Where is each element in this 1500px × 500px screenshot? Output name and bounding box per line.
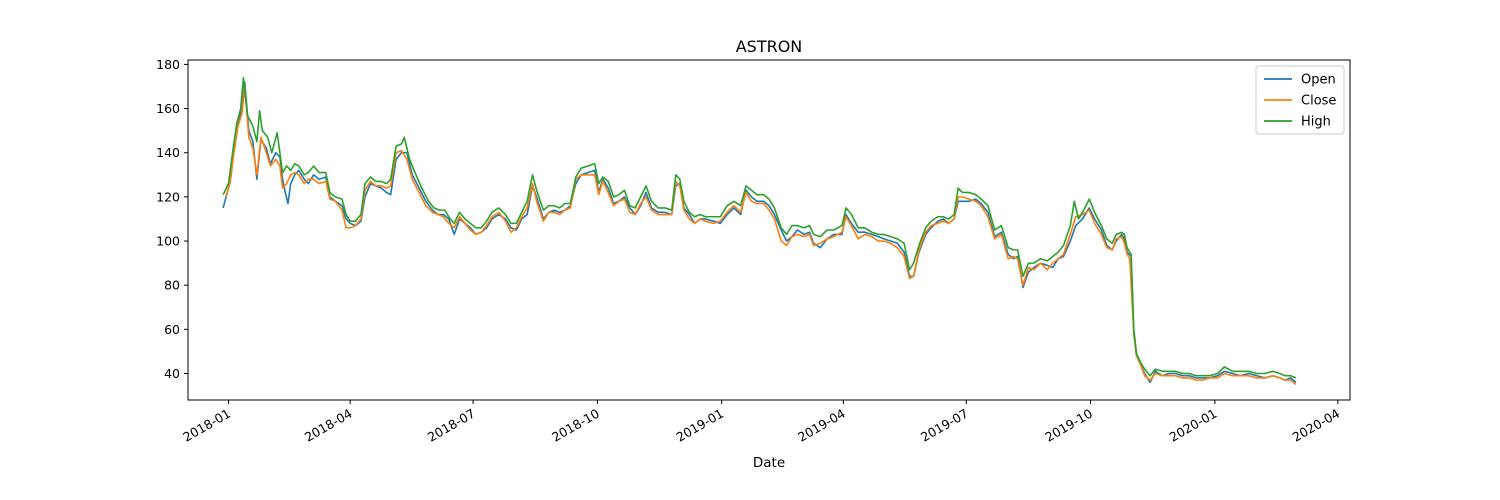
y-tick-label: 60 (164, 322, 180, 337)
x-tick-label: 2018-04 (302, 406, 355, 445)
chart-title: ASTRON (736, 37, 803, 56)
y-tick-label: 100 (156, 234, 180, 249)
y-tick-label: 80 (164, 278, 180, 293)
legend-box (1255, 65, 1345, 135)
x-axis: 2018-01 2018-04 2018-07 2018-10 2019-01 2019-… (180, 400, 1342, 445)
series-line-high (222, 76, 1297, 379)
legend: Open Close High (1255, 65, 1345, 135)
x-axis-title: Date (753, 455, 785, 471)
y-axis: 40 60 80 100 120 140 160 180 (156, 57, 188, 381)
y-tick-label: 40 (164, 366, 180, 381)
legend-label-high: High (1301, 115, 1331, 130)
y-tick-label: 160 (156, 101, 180, 116)
x-tick-label: 2018-10 (549, 406, 602, 445)
x-tick-label: 2020-04 (1290, 406, 1343, 445)
series-line-close (225, 85, 1297, 386)
x-tick-label: 2019-01 (673, 406, 726, 445)
legend-label-close: Close (1301, 94, 1336, 109)
x-tick-label: 2019-04 (795, 406, 848, 445)
x-tick-label: 2018-01 (180, 406, 233, 445)
legend-label-open: Open (1301, 73, 1336, 88)
plot-area-frame (187, 59, 1351, 401)
y-tick-label: 140 (156, 145, 180, 160)
x-tick-label: 2018-07 (425, 406, 478, 445)
x-tick-label: 2019-10 (1042, 406, 1095, 445)
x-tick-label: 2019-07 (918, 406, 971, 445)
y-tick-label: 180 (156, 57, 180, 72)
y-tick-label: 120 (156, 189, 180, 204)
x-tick-label: 2020-01 (1167, 406, 1220, 445)
plot-series-group (222, 76, 1297, 386)
